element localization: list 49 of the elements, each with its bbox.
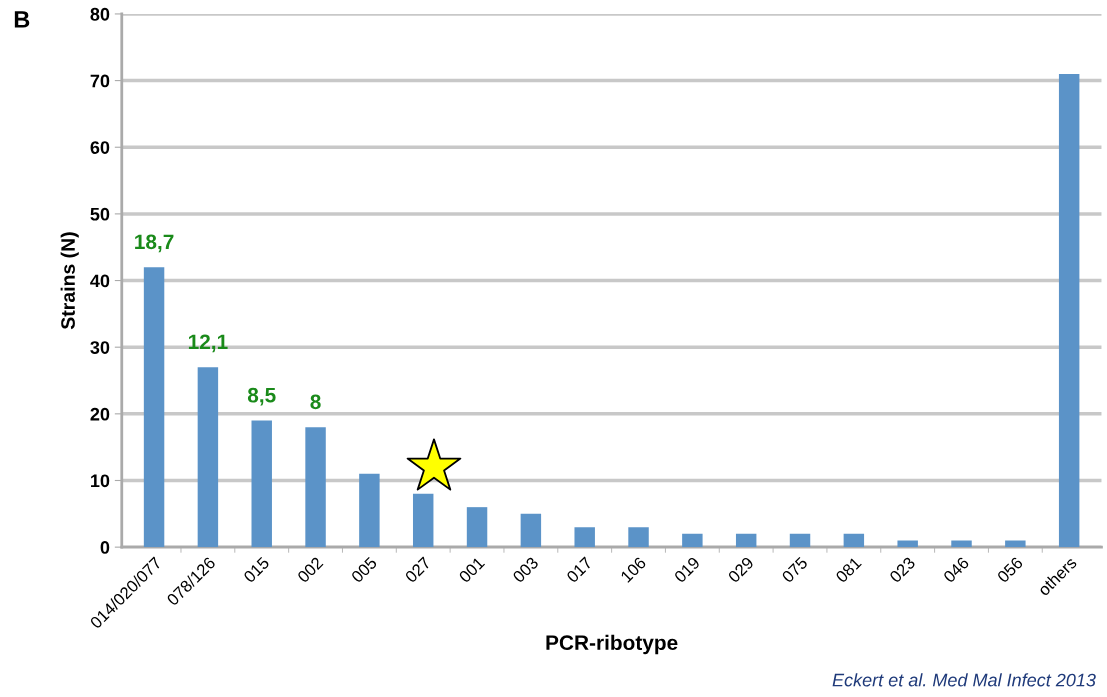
- x-tick-label: 106: [620, 556, 647, 583]
- x-tick-label: 027: [404, 556, 432, 584]
- text: Eckert et al. Med Mal Infect 2013: [832, 673, 1096, 687]
- x-axis-title: PCR-ribotype: [546, 634, 678, 655]
- annotation: 18,7: [135, 234, 174, 253]
- x-tick-label: 015: [242, 556, 270, 584]
- x-tick-label: 002: [296, 556, 324, 584]
- y-tick-label: 30: [90, 341, 110, 354]
- bar: [466, 507, 488, 548]
- bar: [305, 427, 326, 548]
- bar: [682, 533, 703, 548]
- bar: [359, 473, 380, 548]
- y-tick-label: 60: [90, 141, 110, 154]
- x-tick-label: 017: [565, 556, 593, 584]
- annotation: 12,1: [188, 334, 228, 353]
- y-tick-label: 0: [100, 541, 110, 554]
- annotation: 8: [310, 394, 321, 410]
- bar: [251, 420, 272, 548]
- x-tick-label: 046: [942, 556, 970, 584]
- y-tick-label: 20: [90, 407, 110, 421]
- x-tick-label: 003: [511, 556, 540, 584]
- y-tick-label: 70: [90, 74, 110, 88]
- bar: [951, 540, 972, 548]
- x-tick-label: 056: [996, 556, 1024, 584]
- x-tick-label: 081: [834, 556, 862, 584]
- bar: [897, 540, 918, 548]
- bar: [628, 527, 649, 548]
- bar: [197, 367, 219, 548]
- bar: [1058, 73, 1080, 548]
- y-tick-label: 10: [91, 474, 110, 488]
- bar: [735, 533, 757, 548]
- x-tick-label: 075: [781, 556, 809, 584]
- y-tick-label: 80: [90, 7, 110, 21]
- x-tick-label: 023: [888, 556, 916, 584]
- bar: [843, 533, 865, 548]
- x-tick-label: 005: [350, 556, 378, 584]
- x-tick-label: 001: [458, 556, 486, 584]
- x-tick-label: 029: [727, 556, 755, 584]
- bar: [143, 267, 165, 548]
- bar: [574, 527, 595, 548]
- y-tick-label: 50: [90, 207, 110, 221]
- y-axis-title: Strains (N): [60, 232, 79, 330]
- bar: [789, 533, 811, 548]
- annotation: 8,5: [247, 387, 276, 406]
- bar: [1005, 540, 1026, 548]
- bar: [520, 513, 542, 548]
- x-tick-label: 019: [673, 556, 701, 584]
- text: B: [14, 11, 30, 28]
- y-tick-label: 40: [90, 274, 110, 288]
